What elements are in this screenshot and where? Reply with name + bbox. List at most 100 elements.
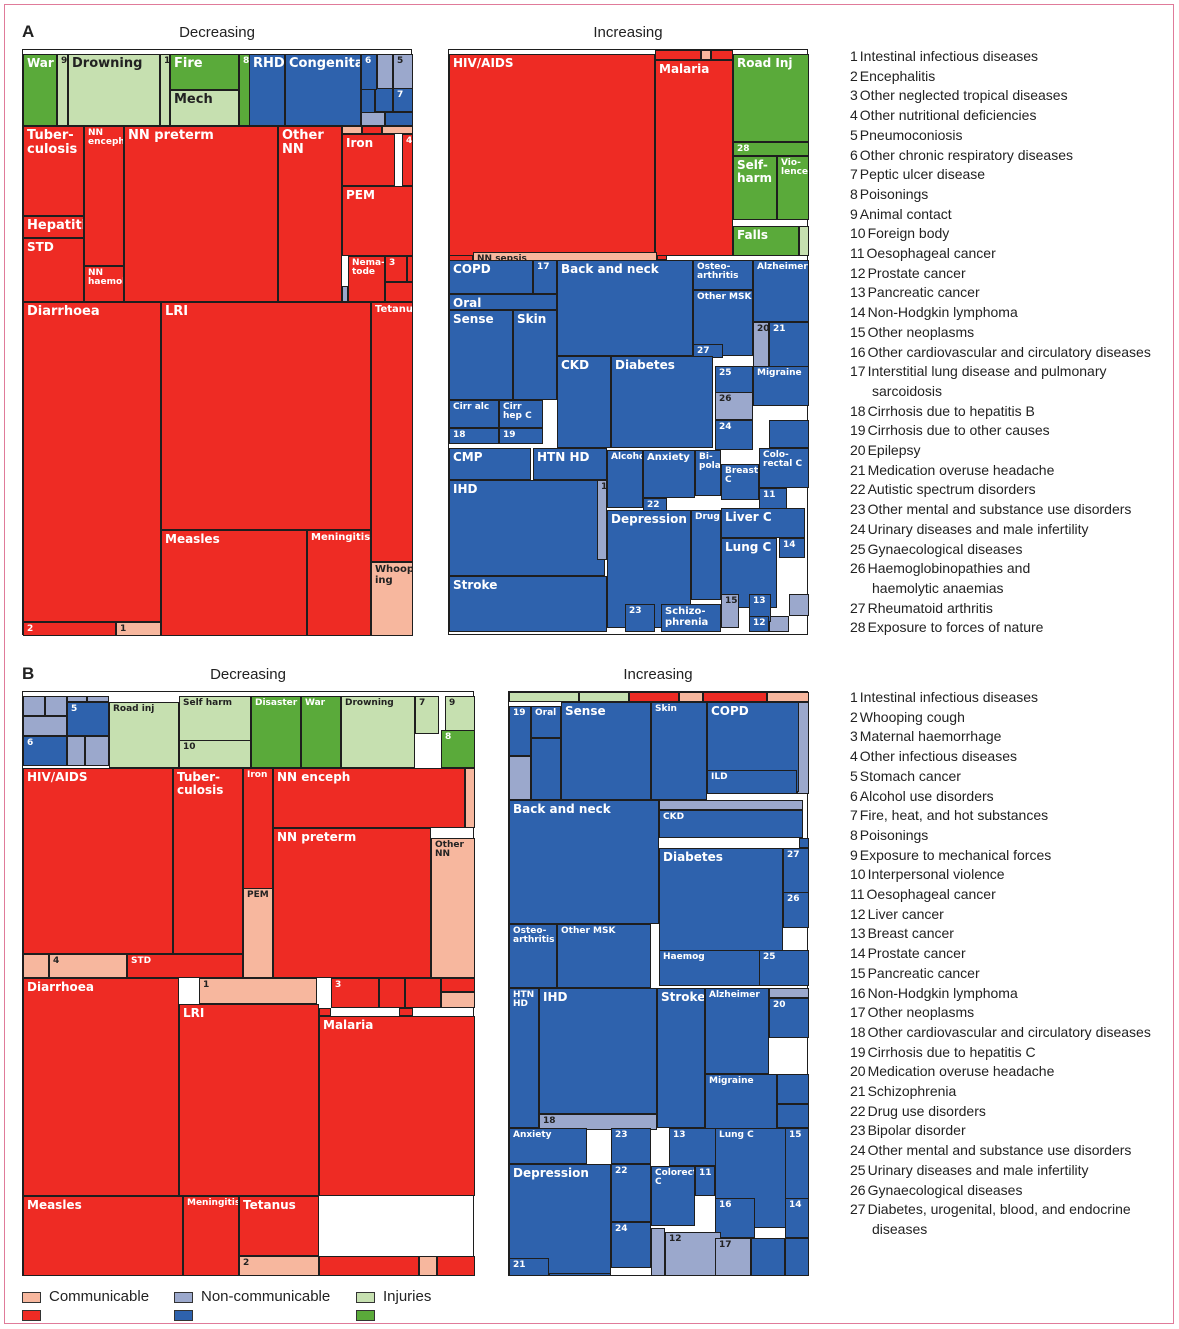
legend-item: 17 Interstitial lung disease and pulmonar…: [850, 362, 1172, 382]
legend-number: 10: [850, 866, 866, 883]
treemap-cell: PEM: [342, 186, 413, 256]
legend-item: 19 Cirrhosis due to other causes: [850, 421, 1172, 441]
treemap-cell-label: Tetanus: [243, 1198, 296, 1212]
treemap-cell-label: 25: [763, 952, 776, 962]
treemap-filler-cell: [67, 736, 85, 766]
treemap-filler-cell: [319, 1008, 331, 1016]
treemap-cell-label: Disaster: [255, 698, 298, 708]
treemap-cell-label: 9: [449, 698, 456, 708]
treemap-cell-label: Diarrhoea: [27, 304, 100, 319]
treemap-cell: Other NN: [278, 126, 342, 302]
legend-item: sarcoidosis: [850, 382, 1172, 402]
legend-text: Autistic spectrum disorders: [867, 481, 1036, 498]
treemap-cell-label: COPD: [711, 704, 749, 718]
legend-number: 28: [850, 619, 866, 636]
treemap-cell-label: ILD: [711, 772, 728, 782]
treemap-cell-label: War: [305, 698, 326, 708]
legend-text: Urinary diseases and male infertility: [867, 520, 1089, 537]
treemap-cell-label: HTN HD: [537, 450, 590, 464]
legend-item: 18 Other cardiovascular and circulatory d…: [850, 1023, 1172, 1043]
legend-text: Oesophageal cancer: [866, 245, 996, 262]
legend-number: [850, 1220, 872, 1240]
treemap-cell-label: Fire: [174, 56, 203, 71]
treemap-cell: Tetanus: [239, 1196, 319, 1256]
treemap-filler-cell: [23, 696, 45, 716]
treemap-cell: 13: [669, 1128, 717, 1166]
legend-text: Other nutritional deficiencies: [859, 107, 1037, 124]
swatch-injuries-dark: [356, 1310, 375, 1321]
legend-text: Breast cancer: [867, 925, 954, 942]
treemap-cell-label: Other NN: [435, 840, 464, 860]
treemap-cell-label: Depression: [611, 512, 687, 526]
treemap-cell-label: Drowning: [72, 56, 143, 71]
legend-number: 2: [850, 67, 858, 84]
treemap-filler-cell: [799, 226, 809, 256]
treemap-cell: Road inj: [109, 702, 179, 768]
treemap-cell: 19: [509, 706, 531, 756]
treemap-cell-label: STD: [27, 240, 54, 254]
treemap-cell-label: Diabetes: [663, 850, 723, 864]
treemap-filler-cell: [777, 1074, 809, 1104]
figure-frame: [4, 4, 1174, 1324]
treemap-cell: CMP: [449, 448, 531, 480]
treemap-cell-label: Meningitis: [311, 532, 371, 543]
legend-item: 12 Liver cancer: [850, 905, 1172, 925]
legend-number: 4: [850, 748, 858, 765]
treemap-cell: 24: [611, 1222, 651, 1268]
treemap-cell-label: 5: [397, 56, 404, 66]
treemap-cell: NN haemol: [84, 266, 124, 302]
treemap-cell: 7: [415, 696, 439, 734]
legend-text: Schizophrenia: [867, 1083, 957, 1100]
legend-number: 17: [850, 1004, 866, 1021]
treemap-cell-label: 13: [673, 1130, 686, 1140]
legend-number: 13: [850, 925, 866, 942]
legend-text: Drug use disorders: [867, 1102, 986, 1119]
legend-text: Non-Hodgkin lymphoma: [867, 304, 1018, 321]
legend-text: Other cardiovascular and circulatory dis…: [867, 343, 1151, 360]
treemap-filler-cell: [342, 126, 362, 134]
treemap-cell-label: Oral: [535, 708, 557, 718]
treemap-cell: NN enceph: [273, 768, 465, 828]
treemap-cell: Drugs: [691, 510, 721, 600]
treemap-cell-label: 15: [725, 596, 738, 606]
legend-text: Liver cancer: [867, 905, 944, 922]
legend-item: 13 Breast cancer: [850, 924, 1172, 944]
legend-number: 13: [850, 284, 866, 301]
legend-item: 14 Non-Hodgkin lymphoma: [850, 303, 1172, 323]
legend-item: 15 Other neoplasms: [850, 323, 1172, 343]
treemap-filler-cell: [377, 54, 393, 90]
treemap-cell-label: 7: [419, 698, 426, 708]
treemap-cell-label: 19: [513, 708, 526, 718]
treemap-b-increasing: 19 Oral Sense Skin COPD ILD Back and neck CKD Di…: [508, 691, 809, 1276]
legend-item: 3 Other neglected tropical diseases: [850, 86, 1172, 106]
treemap-cell-label: Colo- rectal C: [763, 450, 803, 470]
treemap-cell: LRI: [161, 302, 371, 530]
legend-number: 16: [850, 984, 866, 1001]
legend-item: 7 Fire, heat, and hot substances: [850, 806, 1172, 826]
treemap-cell-label: War: [27, 56, 54, 70]
legend-text: Exposure to forces of nature: [867, 619, 1044, 636]
treemap-cell: Anxiety: [643, 450, 695, 498]
treemap-cell-label: Migraine: [709, 1076, 754, 1086]
legend-text: Cirrhosis due to other causes: [867, 422, 1050, 439]
legend-text: Cirrhosis due to hepatitis B: [867, 402, 1035, 419]
treemap-cell: 4: [402, 134, 413, 186]
legend-number: 12: [850, 264, 866, 281]
treemap-cell: NN preterm: [124, 126, 278, 302]
treemap-cell-label: 12: [669, 1234, 682, 1244]
legend-item: 25 Gynaecological diseases: [850, 540, 1172, 560]
treemap-cell: Drowning: [68, 54, 160, 126]
legend-text: Non-Hodgkin lymphoma: [867, 984, 1018, 1001]
treemap-cell: Meningitis: [183, 1196, 239, 1276]
legend-number: 18: [850, 402, 866, 419]
treemap-cell-label: Nema- tode: [352, 258, 385, 278]
legend-item: 11 Oesophageal cancer: [850, 244, 1172, 264]
treemap-cell: 16: [597, 480, 607, 560]
legend-number: 15: [850, 964, 866, 981]
legend-item: 22 Autistic spectrum disorders: [850, 480, 1172, 500]
treemap-cell-label: Osteo- arthritis: [513, 926, 555, 946]
treemap-title-b-increasing: Increasing: [623, 666, 693, 683]
treemap-cell: HTN HD: [509, 988, 539, 1128]
legend-item: 18 Cirrhosis due to hepatitis B: [850, 402, 1172, 422]
treemap-cell-label: Congenital: [289, 56, 361, 71]
